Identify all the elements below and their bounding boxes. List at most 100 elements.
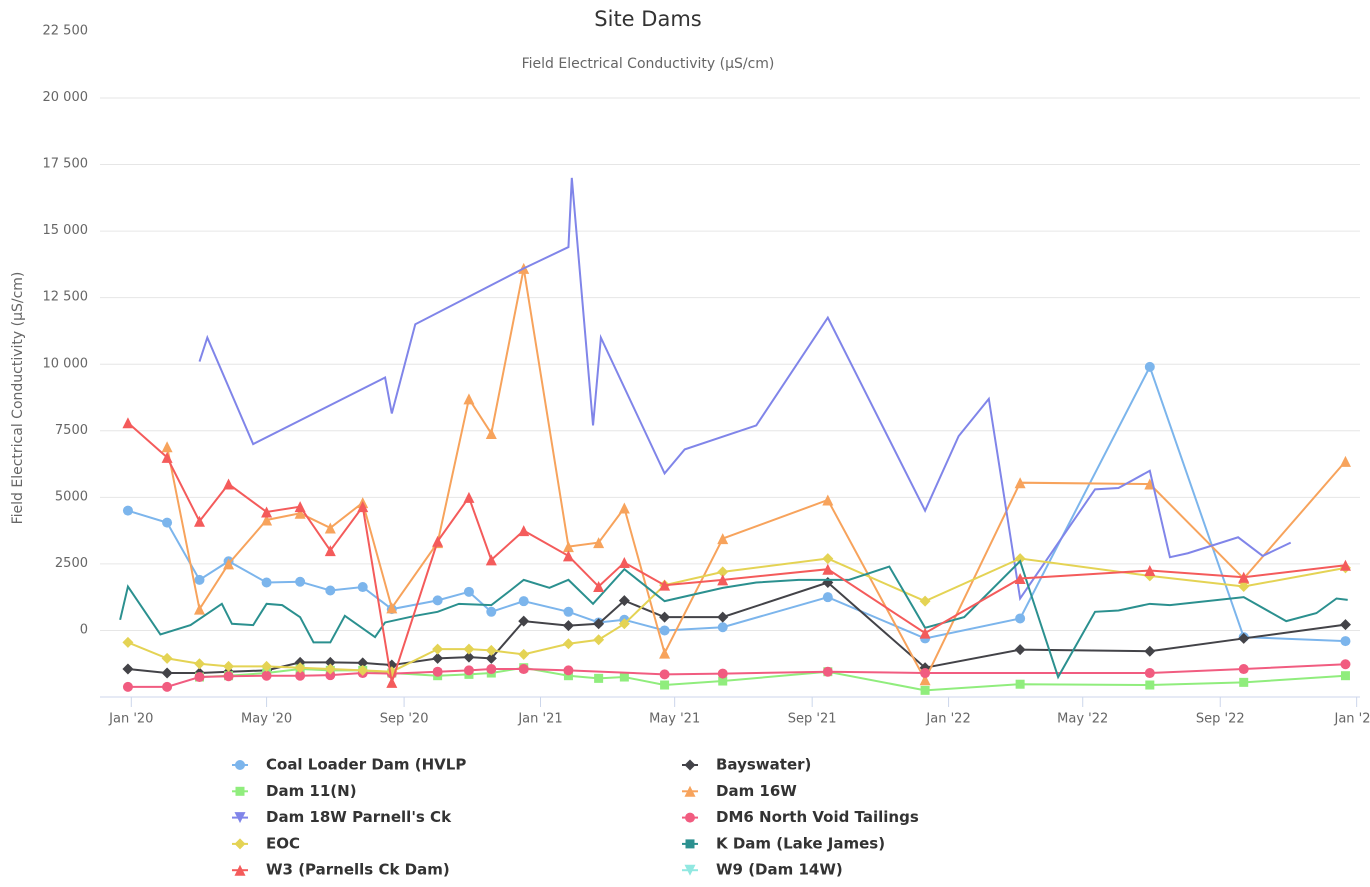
marker (122, 636, 134, 648)
marker (1014, 573, 1026, 585)
marker (685, 812, 695, 823)
marker (659, 625, 670, 636)
marker (161, 652, 173, 664)
marker (822, 563, 834, 575)
marker (463, 651, 475, 663)
marker (717, 574, 729, 586)
marker (234, 838, 246, 850)
legend-label: Dam 18W Parnell's Ck (266, 808, 452, 826)
marker (659, 669, 670, 680)
marker (822, 553, 834, 565)
y-tick-label: 12 500 (43, 290, 89, 305)
marker (122, 505, 133, 516)
x-tick-label: Sep '21 (788, 712, 837, 727)
y-tick-label: 5000 (55, 489, 88, 504)
marker (223, 558, 235, 570)
marker (619, 672, 629, 682)
line (198, 177, 1292, 602)
marker (235, 786, 245, 796)
marker (563, 606, 574, 617)
marker (659, 647, 671, 659)
marker (562, 620, 574, 632)
marker (717, 611, 729, 623)
marker (920, 685, 930, 695)
marker (357, 664, 369, 676)
marker (235, 760, 245, 770)
marker (386, 676, 398, 688)
marker (223, 660, 235, 672)
marker (684, 785, 696, 797)
marker (432, 643, 444, 655)
marker (162, 517, 173, 528)
marker (920, 668, 931, 679)
series (119, 559, 1348, 680)
marker (1145, 680, 1155, 690)
legend-label: W9 (Dam 14W) (716, 861, 843, 879)
marker (1015, 679, 1025, 689)
marker (563, 665, 574, 676)
marker (822, 666, 833, 677)
marker (684, 759, 696, 771)
legend-label: Coal Loader Dam (HVLP (266, 756, 466, 774)
series (122, 659, 1351, 692)
marker (593, 634, 605, 646)
marker (486, 606, 497, 617)
y-tick-label: 20 000 (43, 90, 89, 105)
y-tick-label: 22 500 (43, 24, 89, 39)
marker (1340, 659, 1351, 670)
y-tick-label: 10 000 (43, 356, 89, 371)
marker (593, 618, 605, 630)
marker (717, 622, 728, 633)
marker (234, 812, 246, 824)
marker (463, 393, 475, 405)
marker (593, 581, 605, 593)
marker (386, 602, 398, 614)
marker (194, 603, 206, 615)
marker (122, 663, 134, 675)
marker (717, 566, 729, 578)
y-tick-label: 2500 (55, 556, 88, 571)
marker (357, 501, 369, 513)
marker (122, 417, 134, 429)
marker (324, 663, 336, 675)
x-tick-label: May '22 (1057, 712, 1108, 727)
x-tick-label: Jan '21 (517, 712, 562, 727)
marker (1340, 671, 1350, 681)
marker (717, 533, 729, 545)
marker (518, 648, 530, 660)
marker (518, 664, 529, 675)
marker (325, 670, 336, 681)
marker (463, 665, 474, 676)
marker (593, 537, 605, 549)
marker (234, 864, 246, 876)
series (198, 177, 1292, 602)
marker (261, 660, 273, 672)
marker (618, 502, 630, 514)
chart-subtitle: Field Electrical Conductivity (µS/cm) (522, 56, 775, 72)
marker (618, 557, 630, 569)
marker (223, 478, 235, 490)
marker (594, 673, 604, 683)
marker (618, 595, 630, 607)
marker (485, 652, 497, 664)
marker (432, 652, 444, 664)
marker (618, 618, 630, 630)
marker (463, 491, 475, 503)
marker (562, 550, 574, 562)
legend-label: Dam 16W (716, 782, 797, 800)
marker (261, 514, 273, 526)
y-axis-title: Field Electrical Conductivity (µS/cm) (10, 272, 26, 525)
marker (432, 595, 443, 606)
marker (324, 545, 336, 557)
legend-label: EOC (266, 834, 300, 852)
marker (1144, 668, 1155, 679)
marker (194, 672, 205, 683)
marker (1339, 559, 1351, 571)
marker (194, 515, 206, 527)
x-tick-label: Jan '20 (108, 712, 153, 727)
series (195, 663, 1350, 695)
marker (1339, 455, 1351, 467)
line (127, 422, 1346, 683)
